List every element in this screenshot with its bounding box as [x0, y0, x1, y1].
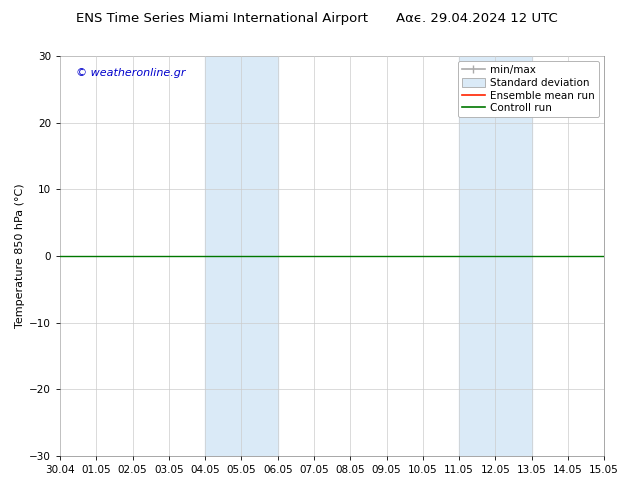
Legend: min/max, Standard deviation, Ensemble mean run, Controll run: min/max, Standard deviation, Ensemble me…	[458, 61, 599, 118]
Text: © weatheronline.gr: © weatheronline.gr	[76, 68, 186, 78]
Text: Ααϵ. 29.04.2024 12 UTC: Ααϵ. 29.04.2024 12 UTC	[396, 12, 558, 25]
Bar	[205, 56, 278, 456]
Y-axis label: Temperature 850 hPa (°C): Temperature 850 hPa (°C)	[15, 184, 25, 328]
Text: ENS Time Series Miami International Airport: ENS Time Series Miami International Airp…	[76, 12, 368, 25]
Bar	[459, 56, 531, 456]
